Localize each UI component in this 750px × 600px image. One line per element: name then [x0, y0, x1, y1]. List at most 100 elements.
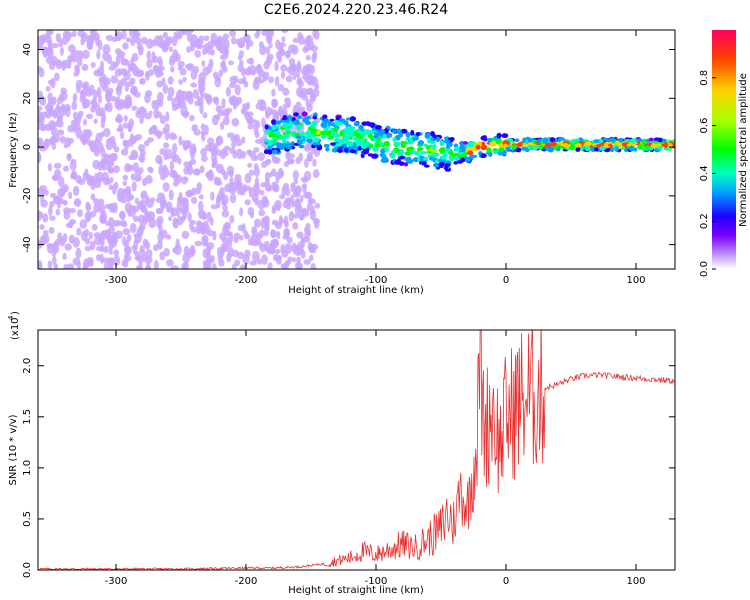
spectrogram-signal-cell [411, 150, 417, 155]
spectrogram-noise-cell [286, 158, 295, 165]
spectrogram-noise-cell [145, 248, 153, 259]
spectrogram-noise-cell [246, 116, 254, 125]
spectrogram-signal-cell [380, 148, 385, 154]
spectrogram-noise-cell [172, 180, 179, 187]
spectrogram-noise-cell [226, 165, 235, 176]
spectrogram-noise-cell [210, 191, 215, 201]
spectrogram-noise-cell [215, 197, 221, 209]
spectrogram-noise-cell [161, 164, 168, 173]
spectrogram-signal-cell [423, 164, 430, 168]
spectrogram-noise-cell [163, 153, 169, 161]
spectrogram-noise-cell [171, 142, 178, 154]
spectrogram-noise-cell [168, 189, 174, 201]
spectrogram-noise-cell [120, 148, 129, 156]
spectrogram-signal-cell [444, 148, 451, 152]
spectrogram-noise-cell [124, 246, 133, 256]
spectrogram-noise-cell [113, 181, 119, 190]
spectrogram-noise-cell [71, 100, 78, 111]
spectrogram-signal-cell [305, 138, 313, 143]
spectrogram-noise-cell [73, 198, 82, 207]
spectrogram-noise-cell [163, 247, 170, 257]
spectrogram-signal-cell [348, 126, 356, 131]
spectrogram-signal-cell [608, 143, 613, 147]
spectrogram-noise-cell [148, 167, 154, 174]
spectrogram-noise-cell [247, 238, 255, 246]
spectrogram-noise-cell [302, 184, 307, 194]
spectrogram-signal-cell [379, 128, 385, 135]
spectrogram-noise-cell [218, 69, 224, 77]
spectrogram-noise-cell [305, 63, 313, 71]
spectrogram-noise-cell [301, 207, 308, 216]
spectrogram-noise-cell [149, 125, 158, 135]
spectrogram-noise-cell [84, 211, 93, 222]
spectrogram-noise-cell [240, 66, 246, 77]
spectrogram-signal-cell [505, 146, 511, 152]
spectrogram-noise-cell [217, 110, 225, 117]
spectrogram-signal-cell [438, 158, 443, 163]
spectrogram-signal-cell [406, 147, 413, 152]
spectrogram-signal-cell [394, 142, 401, 147]
spectrogram-signal-cell [338, 118, 346, 123]
spectrogram-x-label: Height of straight line (km) [288, 285, 424, 296]
spectrogram-signal-cell [498, 147, 505, 152]
spectrogram-noise-cell [305, 191, 313, 200]
spectrogram-signal-cell [331, 131, 339, 137]
spectrogram-noise-cell [39, 185, 47, 192]
spectrogram-noise-cell [309, 254, 314, 262]
spectrogram-noise-cell [265, 246, 271, 253]
spectrogram-noise-cell [243, 230, 249, 239]
spectrogram-noise-cell [186, 248, 195, 258]
spectrogram-noise-cell [199, 104, 204, 115]
spectrogram-noise-cell [171, 151, 177, 162]
spectrogram-noise-cell [220, 242, 228, 252]
spectrogram-noise-cell [40, 195, 45, 204]
spectrogram-noise-cell [267, 262, 273, 269]
spectrogram-noise-cell [85, 113, 93, 120]
spectrogram-noise-cell [121, 68, 128, 77]
spectrogram-x-tick-label: -300 [105, 275, 128, 286]
spectrogram-noise-cell [81, 82, 88, 90]
spectrogram-noise-cell [101, 165, 108, 171]
spectrogram-noise-cell [38, 123, 45, 131]
spectrogram-noise-cell [113, 249, 120, 257]
spectrogram-signal-cell [348, 140, 354, 147]
spectrogram-noise-cell [72, 185, 80, 197]
spectrogram-noise-cell [52, 109, 57, 118]
spectrogram-noise-cell [292, 37, 300, 44]
spectrogram-noise-cell [183, 201, 188, 212]
spectrogram-noise-cell [198, 72, 207, 84]
spectrogram-noise-cell [219, 186, 225, 198]
spectrogram-signal-cell [521, 147, 528, 151]
spectrogram-noise-cell [51, 42, 59, 49]
spectrogram-noise-cell [247, 206, 255, 216]
spectrogram-noise-cell [110, 75, 119, 84]
spectrogram-y-label: Frequency (Hz) [8, 112, 19, 188]
spectrogram-noise-cell [190, 196, 198, 205]
spectrogram-y-tick-label: 40 [22, 43, 33, 56]
spectrogram-noise-cell [284, 187, 291, 197]
spectrogram-signal-cell [293, 119, 300, 126]
snr-y-exponent-close: ) [10, 311, 21, 315]
spectrogram-noise-cell [187, 212, 192, 223]
spectrogram-noise-cell [168, 216, 173, 222]
spectrogram-signal-cell [538, 144, 544, 150]
spectrogram-noise-cell [202, 248, 210, 259]
spectrogram-noise-cell [108, 264, 114, 269]
spectrogram-noise-cell [296, 256, 301, 264]
colorbar: 0.0 0.2 0.4 0.6 0.8 Normalized spectral ampl… [699, 30, 749, 277]
spectrogram-signal-cell [329, 142, 337, 146]
spectrogram-signal-cell [324, 130, 332, 136]
spectrogram-noise-cell [53, 162, 62, 169]
spectrogram-signal-cell [475, 144, 481, 150]
spectrogram-signal-cell [550, 141, 556, 147]
spectrogram-signal-cell [391, 150, 396, 155]
spectrogram-noise-cell [60, 87, 68, 95]
spectrogram-signal-cell [374, 143, 381, 148]
spectrogram-noise-cell [239, 60, 244, 66]
spectrogram-noise-cell [185, 93, 190, 103]
spectrogram-noise-cell [155, 98, 160, 109]
snr-x-label: Height of straight line (km) [288, 585, 424, 596]
spectrogram-noise-cell [231, 249, 240, 258]
spectrogram-noise-cell [175, 238, 180, 250]
spectrogram-noise-cell [49, 136, 57, 144]
